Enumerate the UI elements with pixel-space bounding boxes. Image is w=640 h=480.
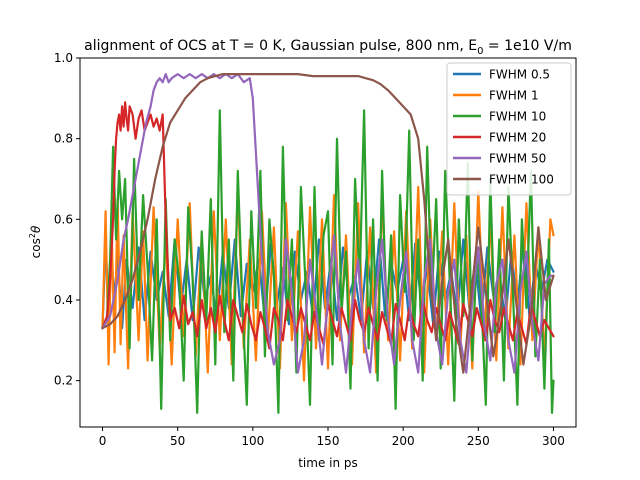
y-axis-label-superscript: 2 [28, 233, 37, 238]
series-line-4 [101, 72, 555, 374]
y-axis-label-symbol: θ [29, 225, 43, 233]
y-axis-label-main: cos [29, 238, 43, 258]
series-line-5 [101, 72, 555, 374]
x-tick-label: 200 [392, 434, 415, 448]
legend-label-1: FWHM 1 [489, 89, 539, 103]
y-tick-label: 0.6 [54, 212, 73, 226]
chart-title-subscript: 0 [477, 46, 483, 57]
legend-label-0: FWHM 0.5 [489, 68, 550, 82]
y-tick-label: 1.0 [54, 51, 73, 65]
y-axis-ticks: 0.2 0.4 0.6 0.8 1.0 [54, 51, 80, 388]
legend: FWHM 0.5 FWHM 1 FWHM 10 FWHM 20 FWHM 50 FWHM … [446, 62, 572, 196]
x-tick-label: 50 [170, 434, 185, 448]
x-tick-label: 100 [241, 434, 264, 448]
legend-label-5: FWHM 100 [489, 173, 554, 187]
x-tick-label: 0 [99, 434, 107, 448]
y-tick-label: 0.8 [54, 132, 73, 146]
x-tick-label: 300 [542, 434, 565, 448]
y-axis-label: cos2θ [28, 225, 43, 258]
y-tick-label: 0.2 [54, 374, 73, 388]
series-lines [101, 72, 555, 414]
legend-label-2: FWHM 10 [489, 110, 546, 124]
x-tick-label: 250 [467, 434, 490, 448]
x-tick-label: 150 [317, 434, 340, 448]
chart-title-main: alignment of OCS at T = 0 K, Gaussian pu… [84, 38, 477, 54]
legend-label-3: FWHM 20 [489, 131, 546, 145]
x-axis-label: time in ps [298, 456, 358, 470]
legend-label-4: FWHM 50 [489, 152, 546, 166]
chart-title: alignment of OCS at T = 0 K, Gaussian pu… [84, 38, 572, 57]
chart-title-suffix: = 1e10 V/m [483, 38, 571, 54]
y-tick-label: 0.4 [54, 293, 73, 307]
x-axis-ticks: 0 50 100 150 200 250 300 [99, 427, 565, 448]
series-line-2 [101, 109, 555, 414]
